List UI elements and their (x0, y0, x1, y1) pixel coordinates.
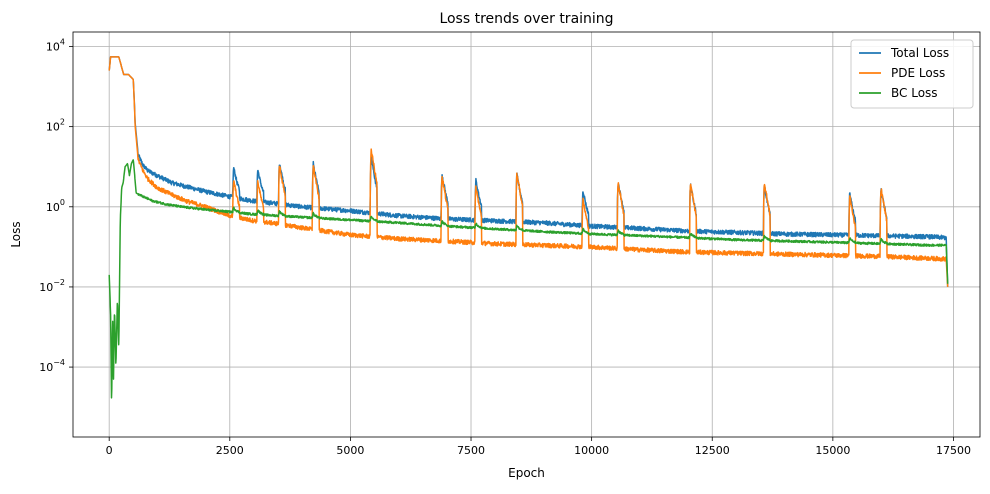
x-tick-label: 17500 (936, 444, 971, 457)
y-tick-label: 10−4 (39, 358, 65, 374)
series-line-bc-loss (108, 159, 949, 399)
x-tick: 10000 (574, 437, 609, 457)
legend-item: PDE Loss (859, 66, 945, 80)
legend-label: BC Loss (891, 86, 938, 100)
x-tick: 2500 (216, 437, 244, 457)
x-tick: 12500 (695, 437, 730, 457)
series-line-total-loss (108, 56, 949, 287)
x-tick: 5000 (336, 437, 364, 457)
y-tick-label: 104 (46, 37, 65, 53)
chart-title: Loss trends over training (439, 11, 613, 27)
y-tick-base: 10 (39, 281, 53, 294)
y-axis-label: Loss (9, 221, 23, 247)
y-tick-base: 10 (39, 361, 53, 374)
legend-label: PDE Loss (891, 66, 945, 80)
x-tick: 0 (106, 437, 113, 457)
plot-frame (72, 31, 981, 438)
legend-item: BC Loss (859, 86, 938, 100)
y-tick-label: 100 (46, 198, 65, 214)
y-tick-label: 102 (46, 118, 65, 134)
x-axis-ticks: 0 2500 5000 7500 10000 12500 15000 17500 (106, 437, 971, 457)
x-tick-label: 10000 (574, 444, 609, 457)
y-tick-base: 10 (46, 121, 60, 134)
plot-lines (108, 56, 949, 399)
y-tick: 10−4 (39, 358, 73, 374)
x-tick-label: 2500 (216, 444, 244, 457)
x-tick-label: 0 (106, 444, 113, 457)
x-tick: 7500 (457, 437, 485, 457)
x-tick-label: 5000 (336, 444, 364, 457)
series-line-pde-loss (108, 56, 949, 287)
y-tick-exponent: 2 (60, 118, 65, 127)
y-tick: 100 (46, 198, 73, 214)
y-tick-exponent: −2 (53, 278, 65, 287)
legend-item: Total Loss (859, 46, 949, 60)
legend-box (850, 39, 974, 109)
y-tick-exponent: −4 (53, 358, 65, 367)
legend: Total Loss PDE Loss BC Loss (850, 39, 974, 109)
y-tick-base: 10 (46, 40, 60, 53)
x-tick: 15000 (815, 437, 850, 457)
y-tick-label: 10−2 (39, 278, 65, 294)
y-tick: 10−2 (39, 278, 73, 294)
y-tick-base: 10 (46, 201, 60, 214)
x-tick-label: 7500 (457, 444, 485, 457)
y-tick: 102 (46, 118, 73, 134)
y-tick: 104 (46, 37, 73, 53)
x-axis-label: Epoch (508, 466, 545, 480)
y-tick-exponent: 0 (60, 198, 65, 207)
x-tick-label: 15000 (815, 444, 850, 457)
x-tick: 17500 (936, 437, 971, 457)
y-tick-exponent: 4 (60, 37, 65, 46)
x-tick-label: 12500 (695, 444, 730, 457)
legend-label: Total Loss (890, 46, 949, 60)
